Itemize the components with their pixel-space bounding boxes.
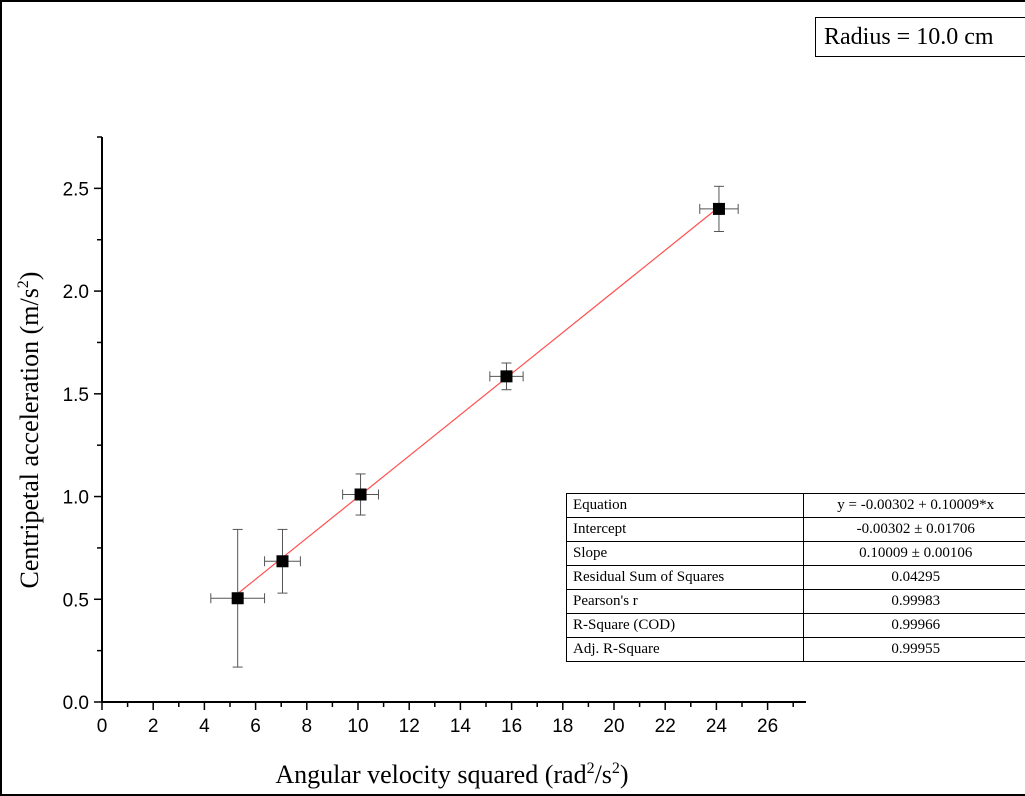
data-markers xyxy=(231,202,725,605)
data-point-marker xyxy=(231,592,244,605)
fit-table-row: Slope 0.10009 ± 0.00106 xyxy=(565,541,1025,566)
fit-table-value: y = -0.00302 + 0.10009*x xyxy=(803,493,1025,518)
fit-table-label: Equation xyxy=(565,493,805,518)
fit-table-row: R-Square (COD) 0.99966 xyxy=(565,613,1025,638)
fit-table-value: -0.00302 ± 0.01706 xyxy=(803,517,1025,542)
fit-table-value: 0.99955 xyxy=(803,637,1025,662)
y-tick-label: 0.5 xyxy=(63,590,89,611)
fit-line-group xyxy=(237,206,720,595)
fit-table-label: Residual Sum of Squares xyxy=(565,565,805,590)
fit-table-row: Adj. R-Square 0.99955 xyxy=(565,637,1025,662)
x-tick-label: 4 xyxy=(199,716,210,737)
x-axis-title: Angular velocity squared (rad2/s2) xyxy=(275,760,628,789)
fit-table-label: Slope xyxy=(565,541,805,566)
fit-table-label: Adj. R-Square xyxy=(565,637,805,662)
fit-table-row: Equation y = -0.00302 + 0.10009*x xyxy=(565,493,1025,518)
fit-table-label: Pearson's r xyxy=(565,589,805,614)
y-tick-label: 1.0 xyxy=(63,488,89,509)
data-point-marker xyxy=(276,555,289,568)
x-tick-label: 24 xyxy=(706,716,728,737)
fit-table-row: Residual Sum of Squares 0.04295 xyxy=(565,565,1025,590)
x-tick-label: 20 xyxy=(603,716,624,737)
x-tick-label: 0 xyxy=(97,716,108,737)
fit-table-label: Intercept xyxy=(565,517,805,542)
x-tick-label: 14 xyxy=(450,716,472,737)
fit-table-value: 0.99966 xyxy=(803,613,1025,638)
radius-annotation: Radius = 10.0 cm xyxy=(815,17,1025,57)
x-tick-label: 10 xyxy=(347,716,368,737)
fit-line xyxy=(237,206,720,595)
fit-table-value: 0.04295 xyxy=(803,565,1025,590)
y-tick-label: 2.5 xyxy=(63,179,89,200)
y-axis-title: Centripetal acceleration (m/s2) xyxy=(15,272,44,589)
data-point-marker xyxy=(712,202,725,215)
x-tick-label: 16 xyxy=(501,716,522,737)
fit-table-row: Intercept -0.00302 ± 0.01706 xyxy=(565,517,1025,542)
x-tick-label: 26 xyxy=(757,716,778,737)
axes: 0 2 4 6 8 10 12 14 16 18 20 22 24 260.00.51.01.52.02.… xyxy=(63,136,806,737)
fit-table-value: 0.10009 ± 0.00106 xyxy=(803,541,1025,566)
x-tick-label: 18 xyxy=(552,716,573,737)
y-tick-label: 1.5 xyxy=(63,385,89,406)
fit-results-table: Equation y = -0.00302 + 0.10009*x Intercep… xyxy=(565,493,1025,662)
x-tick-label: 6 xyxy=(250,716,261,737)
y-tick-label: 2.0 xyxy=(63,282,89,303)
x-tick-label: 22 xyxy=(655,716,676,737)
x-tick-label: 2 xyxy=(148,716,159,737)
y-tick-label: 0.0 xyxy=(63,693,89,714)
fit-table-value: 0.99983 xyxy=(803,589,1025,614)
fit-table-label: R-Square (COD) xyxy=(565,613,805,638)
data-point-marker xyxy=(354,488,367,501)
x-tick-label: 8 xyxy=(302,716,313,737)
x-tick-label: 12 xyxy=(399,716,420,737)
data-point-marker xyxy=(500,370,513,383)
fit-table-row: Pearson's r 0.99983 xyxy=(565,589,1025,614)
